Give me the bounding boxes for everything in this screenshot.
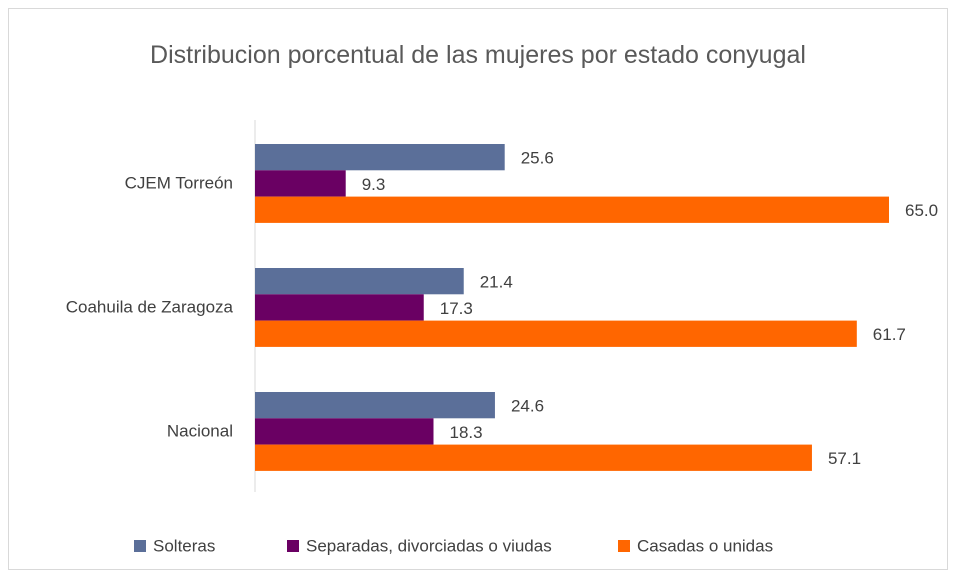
- data-label: 18.3: [449, 423, 482, 442]
- legend-label: Separadas, divorciadas o viudas: [306, 536, 552, 555]
- bar: [255, 294, 424, 321]
- bar: [255, 144, 505, 171]
- chart-border: [8, 8, 948, 570]
- data-label: 9.3: [362, 175, 386, 194]
- data-label: 21.4: [480, 272, 513, 291]
- data-label: 17.3: [440, 299, 473, 318]
- category-label: Nacional: [167, 421, 233, 440]
- bar: [255, 196, 889, 223]
- bar: [255, 320, 857, 347]
- bar: [255, 392, 495, 419]
- data-label: 61.7: [873, 325, 906, 344]
- legend-swatch: [618, 540, 630, 552]
- legend-swatch: [134, 540, 146, 552]
- bar: [255, 444, 812, 471]
- bar: [255, 170, 346, 197]
- data-label: 65.0: [905, 201, 938, 220]
- bar: [255, 418, 434, 445]
- chart-title: Distribucion porcentual de las mujeres p…: [150, 41, 806, 69]
- bar: [255, 268, 464, 295]
- data-label: 57.1: [828, 449, 861, 468]
- legend-swatch: [287, 540, 299, 552]
- legend-label: Solteras: [153, 536, 215, 555]
- category-label: CJEM Torreón: [125, 173, 233, 192]
- legend-label: Casadas o unidas: [637, 536, 773, 555]
- data-label: 24.6: [511, 396, 544, 415]
- category-label: Coahuila de Zaragoza: [66, 297, 234, 316]
- data-label: 25.6: [521, 148, 554, 167]
